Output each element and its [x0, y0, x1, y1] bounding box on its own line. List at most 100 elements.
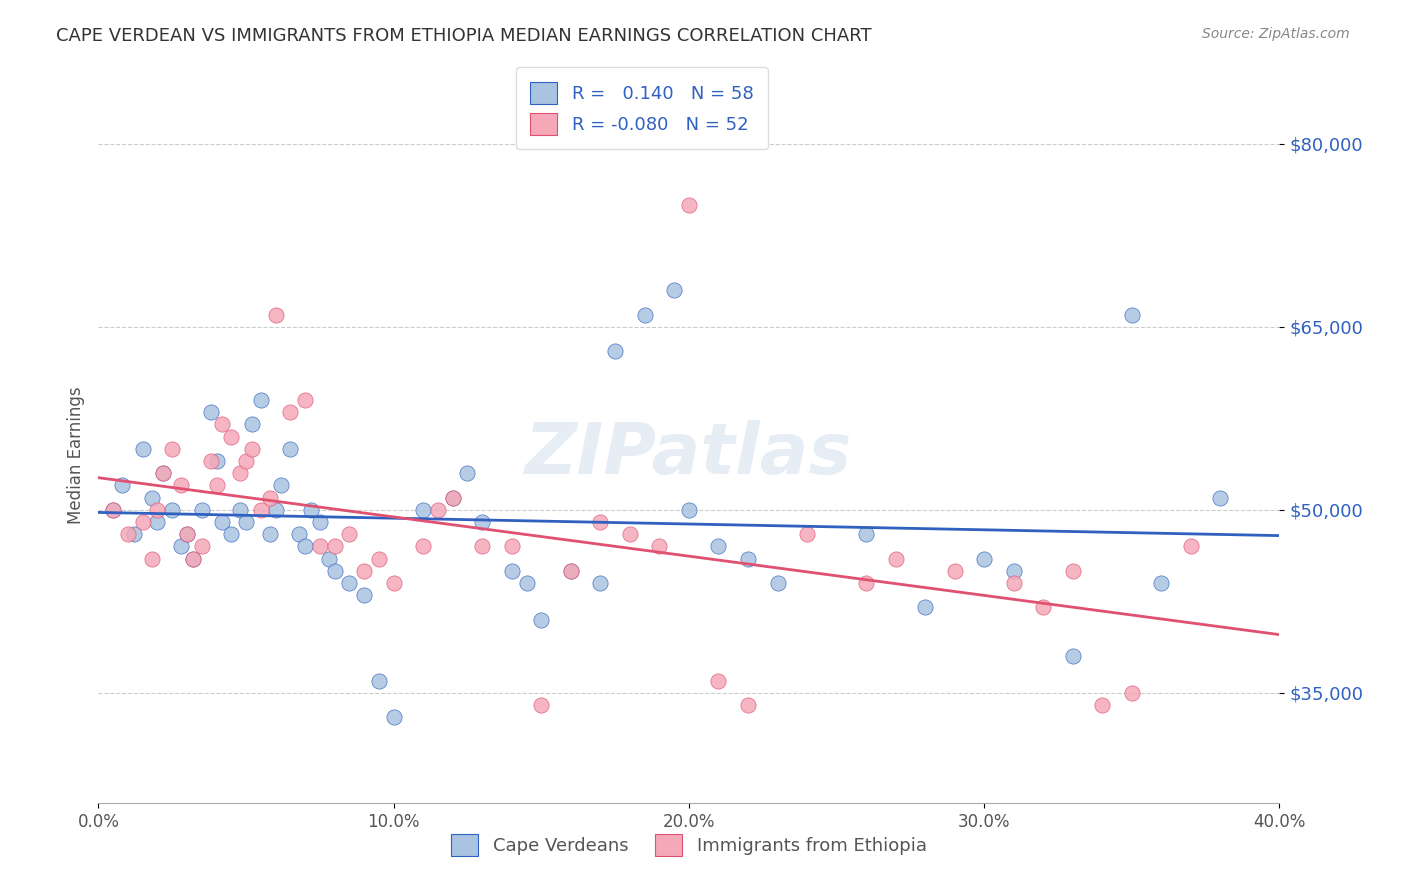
Point — [1032, 600, 1054, 615]
Point — [250, 503, 273, 517]
Point — [181, 551, 204, 566]
Point — [560, 564, 582, 578]
Y-axis label: Median Earnings: Median Earnings — [66, 386, 84, 524]
Point — [146, 503, 169, 517]
Point — [339, 576, 361, 591]
Point — [259, 527, 281, 541]
Point — [1150, 576, 1173, 591]
Point — [211, 417, 233, 432]
Point — [200, 405, 222, 419]
Point — [664, 283, 686, 297]
Point — [1002, 576, 1025, 591]
Point — [353, 564, 375, 578]
Point — [122, 527, 145, 541]
Point — [382, 576, 405, 591]
Point — [170, 540, 193, 554]
Point — [162, 503, 183, 517]
Point — [605, 344, 627, 359]
Point — [796, 527, 818, 541]
Point — [382, 710, 405, 724]
Point — [943, 564, 966, 578]
Point — [221, 527, 243, 541]
Point — [457, 467, 479, 481]
Point — [229, 503, 252, 517]
Point — [560, 564, 582, 578]
Point — [240, 442, 263, 456]
Point — [280, 442, 302, 456]
Point — [427, 503, 450, 517]
Point — [1062, 649, 1084, 664]
Point — [855, 576, 877, 591]
Point — [634, 308, 657, 322]
Point — [205, 454, 228, 468]
Point — [323, 540, 346, 554]
Point — [501, 540, 523, 554]
Point — [1091, 698, 1114, 713]
Point — [412, 540, 434, 554]
Point — [441, 491, 464, 505]
Point — [240, 417, 263, 432]
Point — [589, 576, 612, 591]
Point — [914, 600, 936, 615]
Point — [707, 540, 730, 554]
Point — [1180, 540, 1202, 554]
Point — [270, 478, 292, 492]
Point — [353, 588, 375, 602]
Point — [737, 551, 759, 566]
Point — [973, 551, 995, 566]
Point — [176, 527, 198, 541]
Point — [471, 515, 494, 529]
Point — [766, 576, 789, 591]
Point — [678, 197, 700, 211]
Point — [200, 454, 222, 468]
Point — [152, 467, 174, 481]
Point — [191, 540, 214, 554]
Point — [678, 503, 700, 517]
Text: ZIPatlas: ZIPatlas — [526, 420, 852, 490]
Point — [339, 527, 361, 541]
Point — [441, 491, 464, 505]
Point — [111, 478, 134, 492]
Point — [299, 503, 322, 517]
Point — [530, 698, 553, 713]
Point — [323, 564, 346, 578]
Point — [132, 442, 155, 456]
Point — [1062, 564, 1084, 578]
Point — [516, 576, 538, 591]
Point — [855, 527, 877, 541]
Point — [501, 564, 523, 578]
Point — [235, 454, 257, 468]
Point — [176, 527, 198, 541]
Point — [205, 478, 228, 492]
Point — [141, 491, 163, 505]
Point — [1121, 686, 1143, 700]
Point — [648, 540, 671, 554]
Point — [250, 392, 273, 407]
Point — [589, 515, 612, 529]
Point — [191, 503, 214, 517]
Point — [259, 491, 281, 505]
Text: CAPE VERDEAN VS IMMIGRANTS FROM ETHIOPIA MEDIAN EARNINGS CORRELATION CHART: CAPE VERDEAN VS IMMIGRANTS FROM ETHIOPIA… — [56, 27, 872, 45]
Point — [141, 551, 163, 566]
Point — [221, 429, 243, 443]
Legend: Cape Verdeans, Immigrants from Ethiopia: Cape Verdeans, Immigrants from Ethiopia — [444, 827, 934, 863]
Text: Source: ZipAtlas.com: Source: ZipAtlas.com — [1202, 27, 1350, 41]
Point — [280, 405, 302, 419]
Point — [162, 442, 183, 456]
Point — [1121, 308, 1143, 322]
Point — [152, 467, 174, 481]
Point — [318, 551, 340, 566]
Point — [103, 503, 125, 517]
Point — [368, 551, 391, 566]
Point — [170, 478, 193, 492]
Point — [471, 540, 494, 554]
Point — [1002, 564, 1025, 578]
Point — [619, 527, 641, 541]
Point — [181, 551, 204, 566]
Point — [235, 515, 257, 529]
Point — [884, 551, 907, 566]
Point — [132, 515, 155, 529]
Point — [264, 308, 287, 322]
Point — [103, 503, 125, 517]
Point — [211, 515, 233, 529]
